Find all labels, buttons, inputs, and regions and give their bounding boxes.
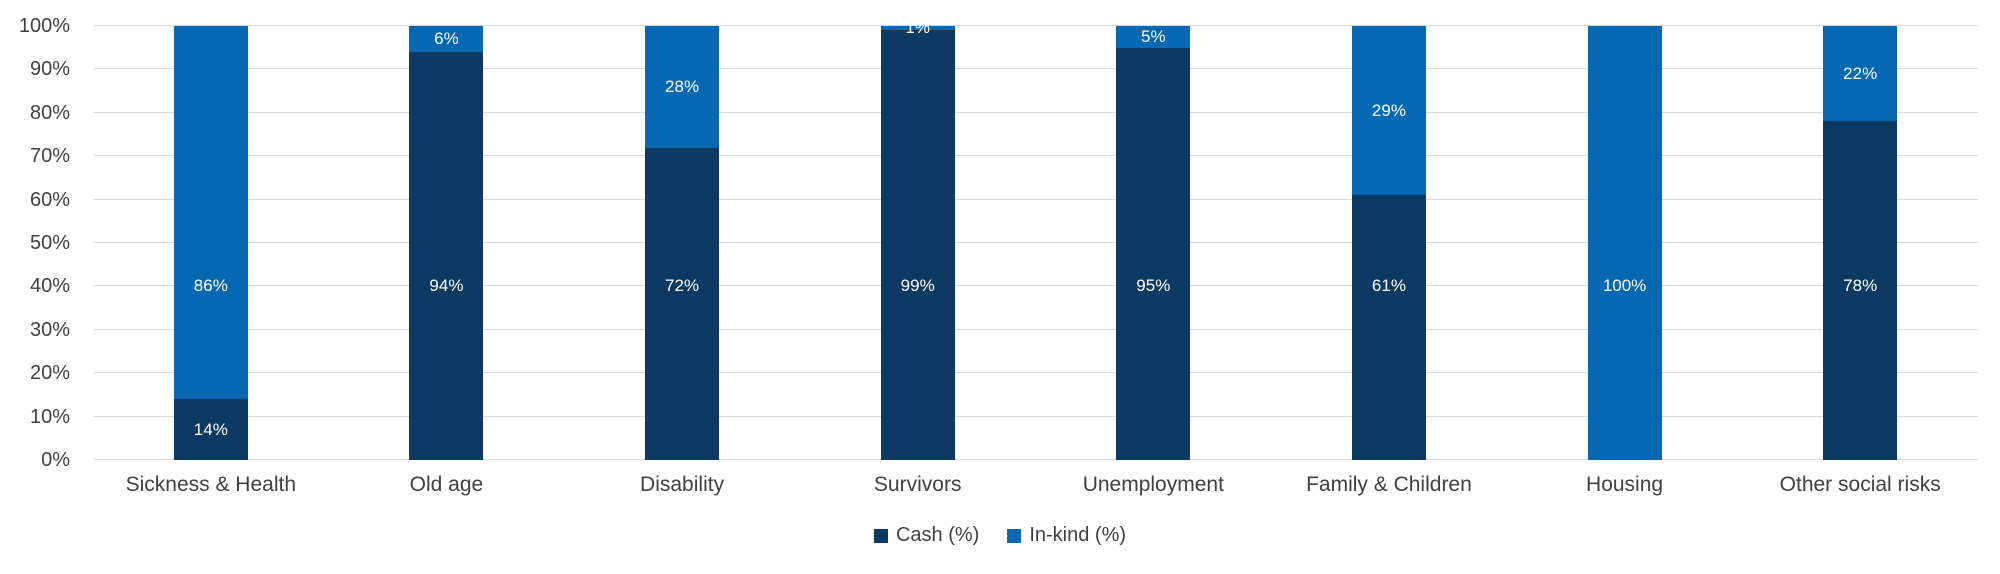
bar-segment-cash-unemployment	[1116, 47, 1191, 460]
data-label-cash-old-age: 94%	[429, 276, 464, 296]
data-label-in-kind-unemployment: 5%	[1141, 26, 1166, 46]
y-tick-label-10: 10%	[29, 405, 70, 428]
bar-slot-old-age: 94% 6%	[329, 26, 565, 460]
bar-segment-in-kind-unemployment	[1116, 26, 1191, 48]
category-label-disability: Disability	[640, 473, 725, 496]
category-label-unemployment: Unemployment	[1082, 473, 1224, 496]
gridline-100	[93, 25, 1978, 26]
y-tick-label-100: 100%	[18, 15, 70, 37]
bar-old-age: 94% 6%	[409, 26, 484, 460]
y-tick-label-30: 30%	[29, 318, 70, 341]
data-label-cash-sickness-health: 14%	[193, 419, 228, 439]
bar-segment-in-kind-sickness-health	[173, 26, 248, 400]
data-label-in-kind-survivors: 1%	[905, 18, 930, 38]
y-tick-label-50: 50%	[29, 232, 70, 254]
data-label-cash-unemployment: 95%	[1136, 276, 1171, 296]
bar-segment-in-kind-disability	[645, 26, 720, 148]
legend-label-cash: Cash (%)	[895, 524, 980, 546]
category-label-sickness-health: Sickness & Health	[125, 473, 297, 496]
data-label-cash-disability: 72%	[665, 276, 700, 296]
bar-slot-disability: 72% 28%	[564, 26, 800, 460]
bar-disability: 72% 28%	[645, 26, 720, 460]
legend-swatch-cash-icon	[873, 528, 888, 543]
data-label-in-kind-other-social-risks: 22%	[1843, 63, 1878, 83]
legend-label-inkind: In-kind (%)	[1029, 524, 1127, 546]
data-label-in-kind-family-children: 29%	[1371, 100, 1406, 120]
data-label-cash-family-children: 61%	[1371, 276, 1406, 296]
legend-item-cash: Cash (%)	[873, 524, 980, 547]
bar-segment-in-kind-housing	[1587, 26, 1662, 460]
legend-swatch-inkind-icon	[1007, 528, 1022, 543]
plot-area: 14% 86% 94% 6% 72% 28% 99% 1% 95% 5% 61% 29% 100% 78%…	[93, 18, 1978, 460]
bar-slot-sickness-health: 14% 86%	[93, 26, 329, 460]
data-label-in-kind-old-age: 6%	[434, 29, 459, 49]
bar-slot-unemployment: 95% 5%	[1036, 26, 1272, 460]
gridline-60	[93, 198, 1978, 200]
gridline-80	[93, 111, 1978, 113]
bar-slot-housing: 100%	[1507, 26, 1743, 460]
bar-segment-cash-sickness-health	[173, 399, 248, 460]
bar-segment-in-kind-survivors	[880, 26, 955, 31]
x-axis-category-labels: Sickness & Health Old age Disability Surviv…	[93, 472, 1978, 498]
bar-segment-cash-family-children	[1351, 195, 1426, 460]
bar-unemployment: 95% 5%	[1116, 26, 1191, 460]
data-label-in-kind-housing: 100%	[1602, 276, 1647, 296]
data-label-cash-survivors: 99%	[900, 276, 935, 296]
data-label-in-kind-disability: 28%	[665, 76, 700, 96]
bar-slot-survivors: 99% 1%	[800, 18, 1036, 460]
gridline-70	[93, 155, 1978, 157]
y-tick-label-60: 60%	[29, 188, 70, 211]
data-label-in-kind-sickness-health: 86%	[193, 276, 228, 296]
data-label-cash-other-social-risks: 78%	[1843, 276, 1878, 296]
y-tick-label-20: 20%	[29, 362, 70, 385]
bar-sickness-health: 14% 86%	[173, 26, 248, 460]
category-label-survivors: Survivors	[873, 473, 962, 496]
bar-segment-cash-survivors	[880, 30, 955, 460]
gridline-30	[93, 328, 1978, 330]
y-tick-label-40: 40%	[29, 275, 70, 298]
bar-segment-cash-disability	[645, 147, 720, 460]
bar-slot-other-social-risks: 78% 22%	[1742, 26, 1978, 460]
bar-segment-in-kind-family-children	[1351, 26, 1426, 196]
y-tick-label-90: 90%	[29, 58, 70, 81]
bar-survivors: 99% 1%	[880, 18, 955, 460]
gridline-20	[93, 372, 1978, 374]
category-label-housing: Housing	[1586, 473, 1664, 496]
y-tick-label-70: 70%	[29, 145, 70, 168]
gridline-50	[93, 242, 1978, 243]
bar-segment-cash-old-age	[409, 52, 484, 460]
bar-segment-in-kind-old-age	[409, 26, 484, 53]
category-label-old-age: Old age	[409, 473, 484, 496]
gridline-10	[93, 415, 1978, 417]
legend-item-inkind: In-kind (%)	[1007, 524, 1126, 547]
bar-family-children: 61% 29%	[1351, 26, 1426, 460]
bar-housing: 100%	[1587, 26, 1662, 460]
legend: Cash (%) In-kind (%)	[0, 524, 2000, 547]
gridline-90	[93, 68, 1978, 70]
bar-slot-family-children: 61% 29%	[1271, 26, 1507, 460]
bar-segment-in-kind-other-social-risks	[1823, 26, 1898, 122]
bar-other-social-risks: 78% 22%	[1823, 26, 1898, 460]
category-label-other-social-risks: Other social risks	[1779, 473, 1941, 496]
bar-segment-cash-other-social-risks	[1823, 121, 1898, 460]
category-label-family-children: Family & Children	[1306, 473, 1472, 496]
y-tick-label-80: 80%	[29, 101, 70, 124]
gridline-0	[93, 459, 1978, 460]
y-tick-label-0: 0%	[41, 449, 70, 471]
gridline-40	[93, 285, 1978, 287]
bars-container: 14% 86% 94% 6% 72% 28% 99% 1% 95% 5% 61% 29% 100% 78%…	[93, 18, 1978, 460]
